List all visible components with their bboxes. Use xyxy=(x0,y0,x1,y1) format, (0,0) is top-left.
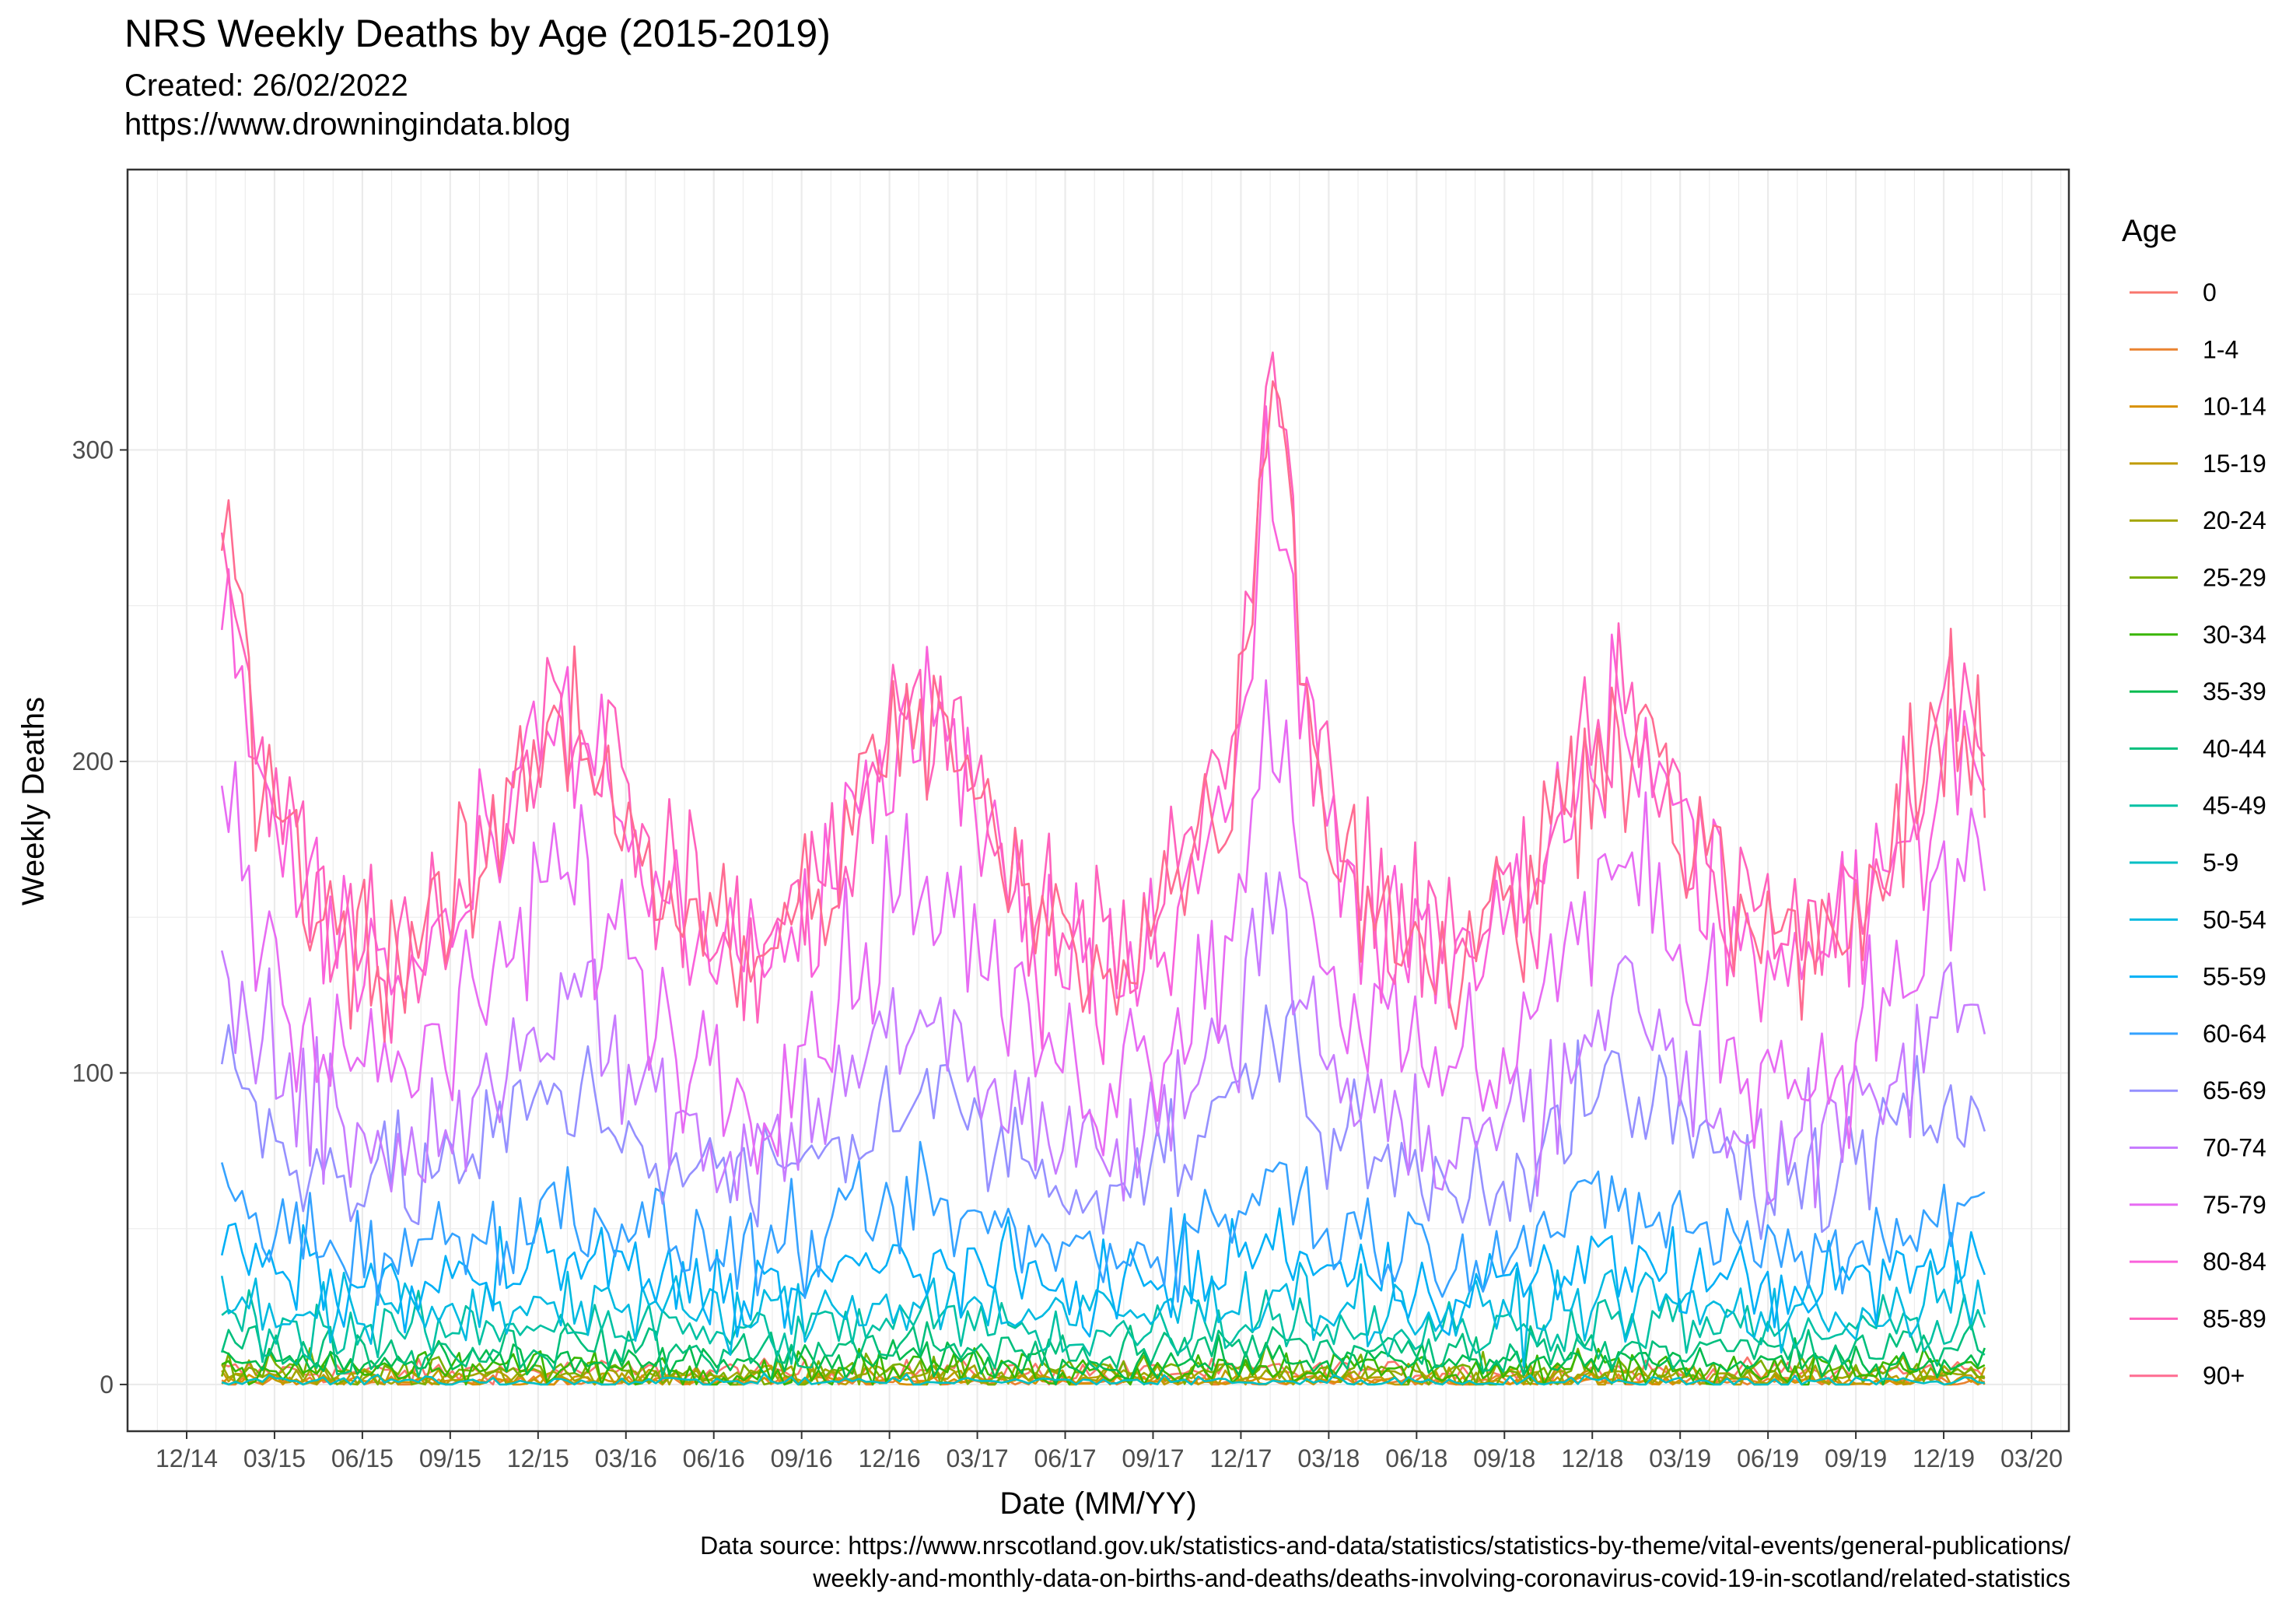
x-tick-label: 06/16 xyxy=(683,1444,745,1472)
legend-label-35-39: 35-39 xyxy=(2203,677,2266,705)
x-tick-label: 09/19 xyxy=(1825,1444,1887,1472)
x-tick-label: 12/15 xyxy=(507,1444,569,1472)
x-tick-label: 03/20 xyxy=(2000,1444,2063,1472)
y-tick-label: 200 xyxy=(72,747,114,775)
plot-panel-border xyxy=(126,168,2070,1433)
legend-label-30-34: 30-34 xyxy=(2203,621,2266,649)
data-source-caption: Data source: https://www.nrscotland.gov.… xyxy=(700,1529,2070,1595)
legend-label-10-14: 10-14 xyxy=(2203,393,2266,421)
x-axis-title: Date (MM/YY) xyxy=(999,1486,1196,1521)
series-line-65-69 xyxy=(220,1000,1986,1241)
x-tick-label: 09/17 xyxy=(1122,1444,1184,1472)
legend-label-80-84: 80-84 xyxy=(2203,1248,2266,1276)
y-tick-label: 100 xyxy=(72,1059,114,1087)
x-tick-label: 03/16 xyxy=(595,1444,657,1472)
series-line-45-49 xyxy=(221,1289,1986,1365)
caption-line-2: weekly-and-monthly-data-on-births-and-de… xyxy=(813,1564,2070,1592)
x-tick-label: 06/17 xyxy=(1034,1444,1096,1472)
series-line-80-84 xyxy=(220,404,1986,1066)
x-tick-label: 12/17 xyxy=(1209,1444,1272,1472)
legend-label-20-24: 20-24 xyxy=(2203,506,2266,534)
series-line-90+ xyxy=(220,380,1986,1043)
x-tick-label: 06/15 xyxy=(331,1444,394,1472)
x-tick-label: 03/17 xyxy=(947,1444,1009,1472)
grid-lines xyxy=(128,170,2069,1431)
x-tick-label: 12/19 xyxy=(1913,1444,1975,1472)
chart-title: NRS Weekly Deaths by Age (2015-2019) xyxy=(124,12,831,55)
series-line-75-79 xyxy=(220,679,1986,1175)
blog-url: https://www.drowningindata.blog xyxy=(124,107,571,142)
x-tick-label: 12/18 xyxy=(1561,1444,1623,1472)
x-tick-label: 06/18 xyxy=(1385,1444,1447,1472)
legend-label-0: 0 xyxy=(2203,278,2217,306)
legend-label-75-79: 75-79 xyxy=(2203,1191,2266,1219)
x-tick-label: 12/14 xyxy=(156,1444,218,1472)
legend-label-45-49: 45-49 xyxy=(2203,792,2266,820)
legend-label-65-69: 65-69 xyxy=(2203,1077,2266,1105)
x-tick-label: 03/15 xyxy=(243,1444,306,1472)
y-axis-title: Weekly Deaths xyxy=(16,697,51,905)
caption-line-1: Data source: https://www.nrscotland.gov.… xyxy=(700,1532,2070,1560)
x-tick-label: 06/19 xyxy=(1737,1444,1799,1472)
x-tick-label: 09/18 xyxy=(1473,1444,1535,1472)
legend-label-5-9: 5-9 xyxy=(2203,849,2238,877)
x-tick-label: 09/16 xyxy=(771,1444,833,1472)
legend-label-15-19: 15-19 xyxy=(2203,450,2266,478)
x-tick-label: 03/18 xyxy=(1297,1444,1360,1472)
legend-label-50-54: 50-54 xyxy=(2203,905,2266,933)
y-axis: 0 100 200 300 xyxy=(72,436,128,1399)
series-line-55-59 xyxy=(220,1207,1986,1338)
legend-label-40-44: 40-44 xyxy=(2203,734,2266,762)
series-lines xyxy=(220,351,1986,1386)
legend-label-90+: 90+ xyxy=(2203,1362,2245,1390)
legend-label-70-74: 70-74 xyxy=(2203,1134,2266,1162)
series-line-5-9 xyxy=(221,1372,1985,1386)
series-line-70-74 xyxy=(220,871,1986,1209)
y-tick-label: 300 xyxy=(72,436,114,464)
legend-label-85-89: 85-89 xyxy=(2203,1304,2266,1332)
x-axis: 12/14 03/15 06/15 09/15 12/15 03/16 06/16 09/16… xyxy=(156,1431,2063,1472)
series-line-60-64 xyxy=(220,1140,1986,1306)
x-tick-label: 03/19 xyxy=(1649,1444,1711,1472)
legend-label-60-64: 60-64 xyxy=(2203,1020,2266,1048)
created-date: Created: 26/02/2022 xyxy=(124,68,408,103)
legend-title: Age xyxy=(2122,214,2177,248)
legend: Age 0 1-4 10-14 15-19 20-24 25-29 30-34 35-39 40… xyxy=(2122,214,2266,1390)
series-line-30-34 xyxy=(221,1347,1986,1386)
y-tick-label: 0 xyxy=(100,1371,114,1399)
legend-label-25-29: 25-29 xyxy=(2203,564,2266,592)
x-tick-label: 09/15 xyxy=(419,1444,481,1472)
x-tick-label: 12/16 xyxy=(859,1444,921,1472)
legend-label-55-59: 55-59 xyxy=(2203,963,2266,991)
legend-label-1-4: 1-4 xyxy=(2203,335,2238,363)
series-line-85-89 xyxy=(220,351,1986,1044)
series-line-40-44 xyxy=(220,1321,1986,1378)
